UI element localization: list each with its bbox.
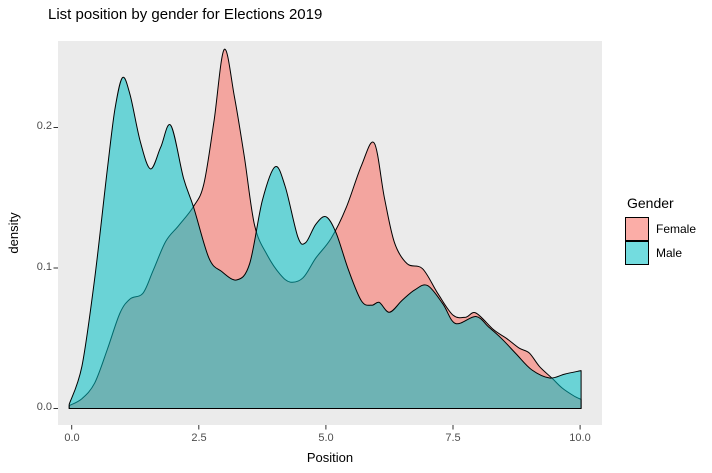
x-tick-label: 5.0 [318,432,334,444]
x-tick-label: 7.5 [445,432,461,444]
legend-label-female: Female [656,222,697,236]
y-tick-label: 0.1 [36,261,52,273]
density-plot [53,41,602,430]
x-tick-label: 0.0 [64,432,80,444]
x-axis-title: Position [306,450,354,465]
y-tick-label: 0.2 [36,120,52,132]
male-density-area [68,76,582,409]
y-axis-title: density [6,212,21,254]
x-tick-label: 10.0 [569,432,591,444]
x-tick-label: 2.5 [191,432,207,444]
y-tick-label: 0.0 [36,401,52,413]
legend-swatch-male [625,241,649,265]
legend-title: Gender [627,195,674,211]
chart-title: List position by gender for Elections 20… [48,6,323,23]
legend-label-male: Male [656,246,683,260]
legend-swatch-female [625,217,649,241]
